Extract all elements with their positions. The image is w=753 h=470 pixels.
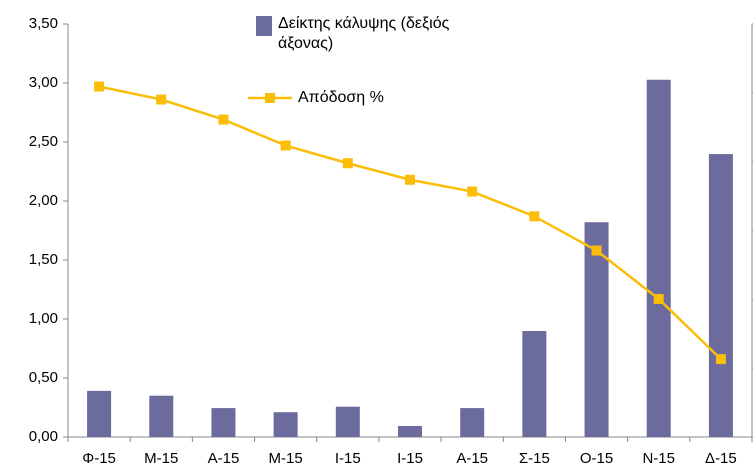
x-tick-label: Δ-15 [705, 450, 737, 467]
x-tick-label: Μ-15 [144, 450, 178, 467]
line-marker [653, 293, 664, 304]
bar [211, 408, 236, 437]
line-marker [156, 94, 167, 105]
y-tick-label: 2,50 [29, 133, 58, 150]
bar [708, 154, 733, 437]
line-marker [342, 158, 353, 169]
legend-bar-swatch [256, 16, 272, 36]
bar [273, 412, 298, 437]
line-marker [94, 81, 105, 92]
x-tick-label: Φ-15 [82, 450, 116, 467]
line-marker [591, 245, 602, 256]
line [98, 85, 722, 361]
x-tick-label: Ν-15 [642, 450, 675, 467]
y-tick-label: 1,00 [29, 310, 58, 327]
x-tick-label: Ι-15 [335, 450, 361, 467]
x-tick-label: Ο-15 [580, 450, 613, 467]
x-tick-label: Σ-15 [519, 450, 550, 467]
bar [335, 406, 360, 437]
line-marker [218, 114, 229, 125]
legend-bar-label: Δείκτης κάλυψης (δεξιός άξονας) [278, 15, 450, 52]
x-tick-label: Μ-15 [269, 450, 303, 467]
legend-line-marker [265, 93, 275, 103]
legend-line-label: Απόδοση % [298, 89, 384, 106]
bar [460, 408, 485, 437]
bar [522, 330, 547, 437]
line-marker [715, 354, 726, 365]
line-marker [280, 140, 291, 151]
x-tick-label: Α-15 [208, 450, 240, 467]
y-tick-label: 0,00 [29, 428, 58, 445]
line-marker [405, 174, 415, 185]
y-tick-label: 0,50 [29, 369, 58, 386]
y-tick-label: 2,00 [29, 192, 58, 209]
bar [87, 390, 112, 437]
y-tick-label: 3,50 [29, 15, 58, 32]
bar [398, 425, 422, 437]
x-tick-label: Ι-15 [397, 450, 423, 467]
line-marker [529, 211, 540, 222]
y-tick-label: 1,50 [29, 251, 58, 268]
bar [149, 395, 174, 437]
line-marker [467, 186, 478, 197]
y-tick-label: 3,00 [29, 74, 58, 91]
bar [646, 79, 671, 437]
x-tick-label: Α-15 [456, 450, 488, 467]
